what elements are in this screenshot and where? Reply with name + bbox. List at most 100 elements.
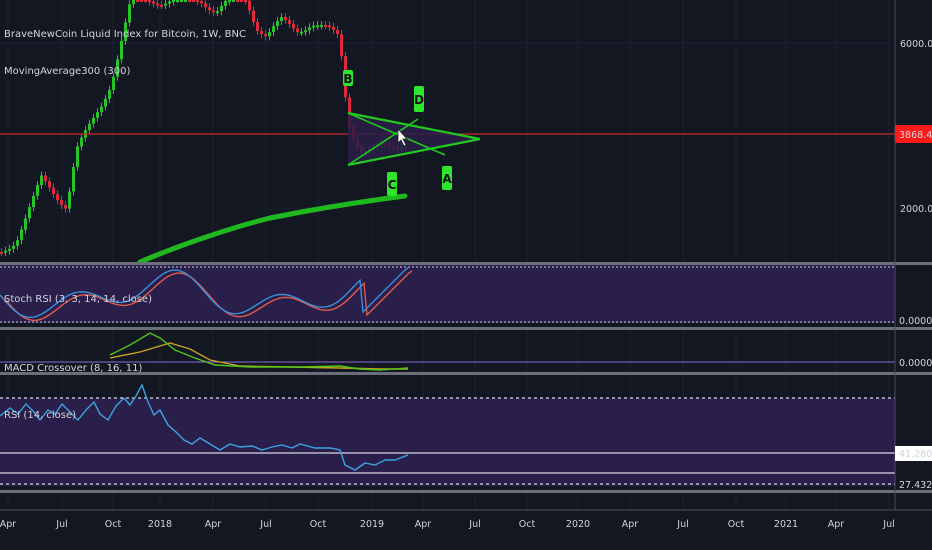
- candle: [184, 0, 187, 2]
- price-tick-2000: 2000.00: [900, 204, 932, 215]
- pattern-label-b-text: B: [343, 72, 352, 86]
- candle: [28, 207, 31, 219]
- candle: [320, 24, 323, 27]
- time-label: Oct: [310, 519, 327, 530]
- pane-separator-4[interactable]: [0, 490, 932, 493]
- time-axis-labels[interactable]: Apr Jul Oct 2018 Apr Jul Oct 2019 Apr Jul Oct 2020 A…: [0, 519, 895, 530]
- time-label: Apr: [205, 519, 222, 530]
- candle: [76, 146, 79, 168]
- candle: [236, 0, 239, 2]
- pattern-line-upper: [347, 111, 481, 141]
- candle: [264, 34, 267, 37]
- pane-separator-2[interactable]: [0, 327, 932, 330]
- candle: [24, 218, 27, 230]
- candle: [260, 30, 263, 35]
- candle: [136, 0, 139, 2]
- candle: [180, 0, 183, 2]
- candle: [308, 27, 311, 31]
- candle: [296, 28, 299, 33]
- rsi-axis-tick-2: 27.4324: [899, 480, 932, 491]
- candle: [292, 23, 295, 29]
- price-tick-6000: 6000.00: [900, 39, 932, 50]
- candle: [192, 0, 195, 2]
- candle: [104, 98, 107, 107]
- mouse-cursor-icon: [397, 127, 408, 147]
- candle: [132, 0, 135, 5]
- pattern-line-diag2: [347, 118, 419, 166]
- candle: [288, 19, 291, 24]
- candle: [0, 252, 3, 254]
- candle: [304, 30, 307, 33]
- candle: [32, 195, 35, 208]
- candle: [216, 11, 219, 14]
- candle: [256, 22, 259, 31]
- candle: [52, 187, 55, 195]
- candle: [20, 229, 23, 241]
- time-label: Apr: [0, 519, 16, 530]
- candle: [248, 0, 251, 11]
- pattern-label-a-text: A: [442, 172, 452, 186]
- time-label: Apr: [622, 519, 639, 530]
- rsi-legend[interactable]: RSI (14, close): [4, 410, 76, 421]
- time-label: Jul: [882, 519, 894, 530]
- pattern-drawing: [347, 111, 481, 167]
- candle: [312, 25, 315, 28]
- pattern-label-a[interactable]: A: [442, 166, 452, 190]
- macd-legend[interactable]: MACD Crossover (8, 16, 11): [4, 363, 142, 374]
- candle: [8, 248, 11, 251]
- pattern-label-c[interactable]: C: [387, 172, 397, 196]
- candle: [332, 26, 335, 30]
- moving-average-line: [137, 193, 408, 265]
- time-label: 2021: [774, 519, 798, 530]
- time-label: Jul: [676, 519, 688, 530]
- candle: [240, 0, 243, 2]
- candle: [196, 0, 199, 2]
- pattern-label-b[interactable]: B: [343, 70, 353, 86]
- candle: [44, 175, 47, 182]
- candle: [232, 0, 235, 2]
- candle: [204, 3, 207, 8]
- candle: [60, 200, 63, 205]
- candle: [188, 0, 191, 2]
- candle: [156, 3, 159, 6]
- pane-separator-3[interactable]: [0, 372, 932, 375]
- stoch-legend[interactable]: Stoch RSI (3, 3, 14, 14, close): [4, 294, 152, 305]
- candle: [324, 24, 327, 27]
- candle: [328, 25, 331, 28]
- candle: [92, 117, 95, 124]
- stoch-axis-tick: 0.0000: [899, 316, 932, 327]
- pane-separator-1[interactable]: [0, 262, 932, 265]
- candle: [300, 31, 303, 34]
- macd-signal-line: [109, 342, 408, 370]
- stoch-panel-bg: [0, 265, 895, 323]
- ma-legend[interactable]: MovingAverage300 (300): [4, 66, 130, 77]
- current-price-badge: [895, 125, 932, 143]
- candle: [64, 204, 67, 209]
- candle: [112, 76, 115, 90]
- candle: [276, 21, 279, 27]
- time-label: Jul: [55, 519, 67, 530]
- candle: [140, 0, 143, 2]
- candle: [200, 0, 203, 4]
- macd-line: [109, 332, 409, 371]
- current-price-label: 3868.46: [899, 130, 932, 141]
- candle: [268, 32, 271, 37]
- time-label: 2019: [360, 519, 384, 530]
- candle: [208, 7, 211, 11]
- candle: [16, 240, 19, 246]
- candle: [164, 3, 167, 6]
- pattern-label-d[interactable]: D: [414, 86, 424, 112]
- candle: [272, 26, 275, 33]
- candle: [224, 0, 227, 6]
- candle: [152, 1, 155, 4]
- candle: [168, 1, 171, 4]
- time-label: 2020: [566, 519, 590, 530]
- macd-axis-tick: 0.0000: [899, 358, 932, 369]
- candle: [280, 17, 283, 22]
- candle: [316, 25, 319, 28]
- candle: [40, 175, 43, 186]
- symbol-title[interactable]: BraveNewCoin Liquid Index for Bitcoin, 1…: [4, 29, 246, 40]
- time-label: 2018: [148, 519, 172, 530]
- candle: [336, 29, 339, 35]
